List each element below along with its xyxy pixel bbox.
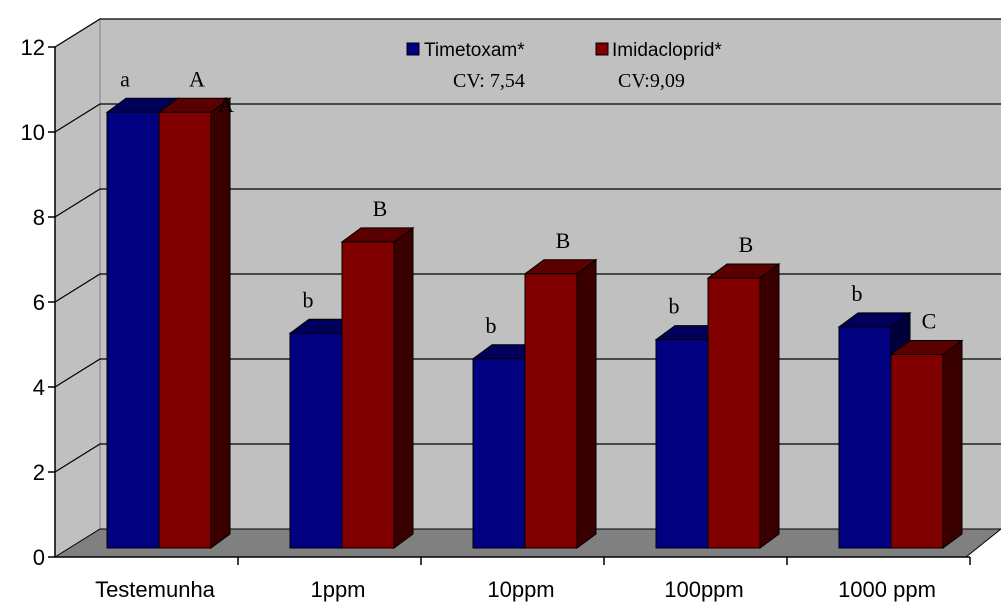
y-tick-label: 4 xyxy=(33,375,45,400)
legend-label-timetoxam: Timetoxam* xyxy=(424,40,525,61)
significance-letter: a xyxy=(120,66,130,91)
bar-front xyxy=(655,339,709,549)
x-tick-label: 1000 ppm xyxy=(838,577,936,602)
bar-side xyxy=(576,258,597,549)
legend: Timetoxam* Imidacloprid* CV: 7,54 CV:9,0… xyxy=(406,40,722,92)
bar-front xyxy=(838,326,892,549)
gridline xyxy=(54,188,1001,218)
y-tick-label: 6 xyxy=(33,290,45,315)
bar-front xyxy=(472,358,526,549)
bar-side xyxy=(942,339,963,549)
gridline xyxy=(54,273,1001,303)
y-tick-label: 2 xyxy=(33,460,45,485)
significance-letter: b xyxy=(852,281,863,306)
bar-front xyxy=(106,111,160,549)
legend-swatch-timetoxam xyxy=(406,42,420,56)
gridline xyxy=(54,18,1001,48)
y-tick-label: 10 xyxy=(21,120,45,145)
bar-side xyxy=(210,97,231,549)
x-tick-label: 100ppm xyxy=(664,577,744,602)
significance-letter: b xyxy=(486,313,497,338)
significance-letter: B xyxy=(556,228,571,253)
legend-label-imidacloprid: Imidacloprid* xyxy=(612,40,722,61)
bar-front xyxy=(289,332,343,549)
bar-front xyxy=(158,111,212,549)
bar xyxy=(523,258,598,549)
bar xyxy=(889,339,964,549)
significance-letter: b xyxy=(303,287,314,312)
extra-annotation: A xyxy=(218,92,234,117)
bar-side xyxy=(393,226,414,549)
labels: a A Testemunha b B 1ppm b B 10ppm b B 100ppm b C 1000 … xyxy=(95,66,936,602)
y-tick-label: 12 xyxy=(21,35,45,60)
significance-letter: B xyxy=(739,232,754,257)
significance-letter: A xyxy=(189,66,205,91)
axes: 0 2 4 6 8 10 12 xyxy=(21,35,971,570)
bar xyxy=(340,226,415,549)
x-tick-label: 1ppm xyxy=(310,577,365,602)
significance-letter: b xyxy=(669,294,680,319)
cv-timetoxam: CV: 7,54 xyxy=(453,70,525,92)
significance-letter: C xyxy=(922,309,937,334)
bar xyxy=(706,263,781,549)
x-tick-label: Testemunha xyxy=(95,577,216,602)
bar-front xyxy=(707,277,761,549)
bar-front xyxy=(524,273,578,549)
legend-swatch-imidacloprid xyxy=(595,42,609,56)
significance-letter: B xyxy=(373,196,388,221)
bar-front xyxy=(890,354,944,549)
bar-side xyxy=(759,263,780,549)
bar-front xyxy=(341,241,395,549)
gridline xyxy=(54,103,1001,133)
y-tick-label: 8 xyxy=(33,205,45,230)
cv-imidacloprid: CV:9,09 xyxy=(618,70,685,92)
bar xyxy=(157,97,232,549)
y-tick-label: 0 xyxy=(33,545,45,570)
x-tick-label: 10ppm xyxy=(487,577,554,602)
bars xyxy=(105,97,964,549)
